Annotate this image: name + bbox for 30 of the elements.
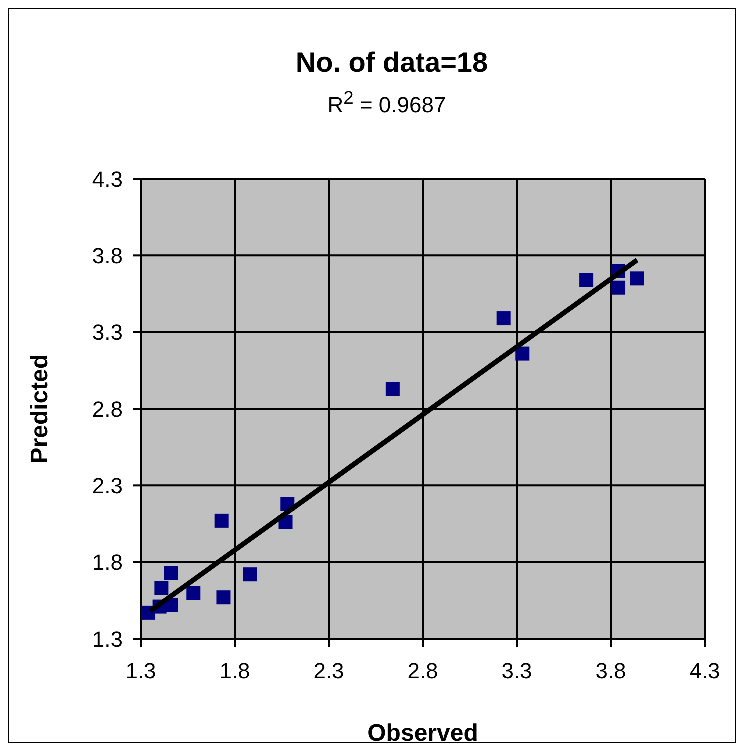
x-tick-label: 4.3 (690, 658, 720, 684)
y-tick-label: 4.3 (92, 166, 123, 192)
x-tick-label: 2.3 (314, 658, 344, 684)
x-tick-label: 1.3 (126, 658, 156, 684)
y-tick-label: 3.8 (92, 243, 123, 268)
y-tick-label: 2.8 (92, 396, 123, 422)
point (580, 273, 594, 288)
x-tick-label: 1.8 (220, 658, 250, 684)
point (214, 514, 229, 528)
point (154, 581, 169, 596)
y-tick-label: 1.8 (92, 550, 123, 576)
x-axis-title: Observed (368, 720, 478, 747)
point (516, 346, 530, 361)
point (216, 590, 231, 605)
y-tick-label: 2.3 (92, 473, 123, 498)
point (186, 586, 201, 600)
y-axis-title: Predicted (26, 354, 54, 464)
x-tick-label: 2.8 (408, 658, 438, 684)
x-tick-label: 3.8 (596, 658, 626, 684)
chart-subtitle: R$^{2}$ = 0.9687 (326, 87, 448, 118)
y-tick-label: 1.3 (92, 626, 123, 652)
point (612, 280, 626, 295)
x-tick-label: 3.3 (502, 658, 532, 684)
y-tick-label: 3.3 (92, 320, 123, 346)
point (386, 382, 400, 396)
point (496, 312, 511, 326)
point (164, 566, 178, 580)
point (243, 568, 258, 582)
point (630, 272, 644, 286)
chart-title: No. of data=18 (294, 47, 490, 79)
